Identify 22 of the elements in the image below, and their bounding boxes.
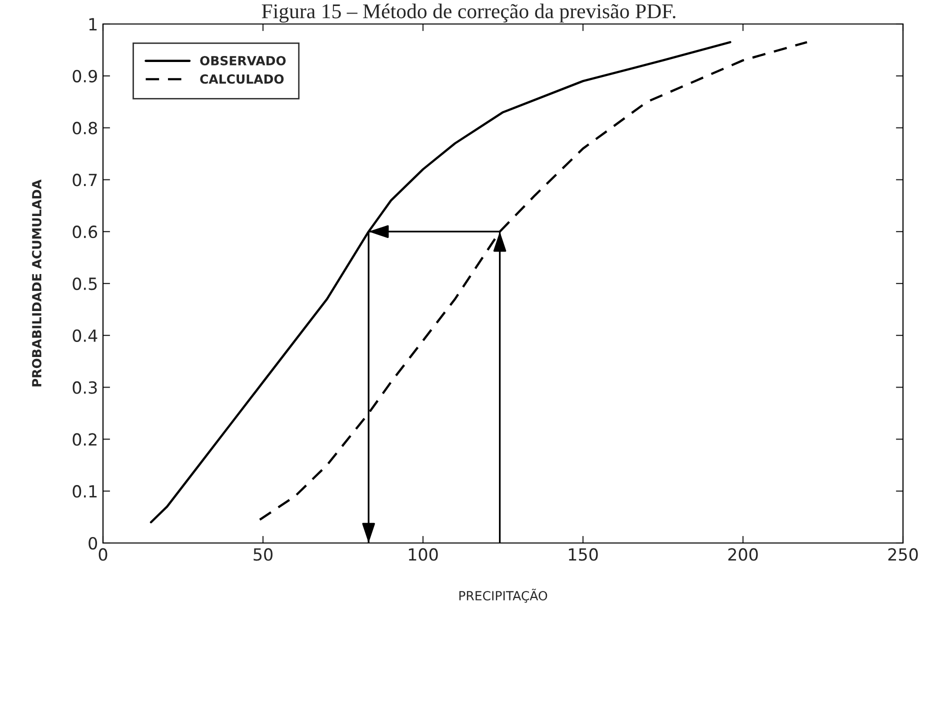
x-axis-title: PRECIPITAÇÃO xyxy=(459,588,548,603)
y-tick-label: 0.5 xyxy=(72,277,97,290)
y-axis-title: PROBABILIDADE ACUMULADA xyxy=(32,180,42,386)
x-tick-label: 50 xyxy=(254,548,272,561)
y-tick-label: 1 xyxy=(89,18,97,30)
y-tick-label: 0.8 xyxy=(72,122,97,134)
y-tick-label: 0 xyxy=(88,536,98,550)
chart-title: Figura 15 – Método de correção da previsão PDF. xyxy=(262,4,676,23)
y-tick-label: 0.6 xyxy=(72,226,98,238)
x-tick-label: 100 xyxy=(408,548,438,561)
x-tick-label: 0 xyxy=(98,548,108,561)
y-tick-label: 0.3 xyxy=(72,381,97,394)
y-tick-label: 0.9 xyxy=(72,70,97,82)
y-tick-label: 0.1 xyxy=(72,485,97,498)
y-tick-label: 0.2 xyxy=(72,433,96,446)
y-tick-label: 0.7 xyxy=(72,174,97,186)
legend-label: CALCULADO xyxy=(200,74,284,84)
x-tick-label: 200 xyxy=(728,548,758,561)
x-tick-label: 150 xyxy=(568,548,598,561)
x-tick-label: 250 xyxy=(888,548,918,561)
y-tick-label: 0.4 xyxy=(72,329,98,342)
legend-label: OBSERVADO xyxy=(200,56,286,66)
